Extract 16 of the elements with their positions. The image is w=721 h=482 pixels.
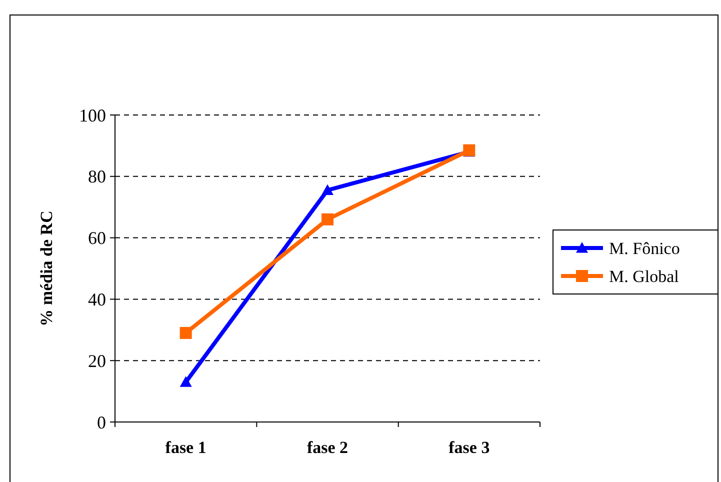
point	[322, 184, 334, 196]
y-tick-label: 80	[88, 166, 106, 187]
x-tick-label: fase 2	[306, 438, 348, 457]
y-tick-label: 0	[97, 412, 106, 432]
y-tick-label: 100	[79, 105, 106, 126]
y-tick-label: 60	[88, 228, 106, 248]
point	[180, 376, 192, 387]
point	[180, 326, 192, 339]
y-tick-label: 40	[88, 290, 106, 310]
y-tick-label: 20	[88, 350, 106, 371]
point	[322, 213, 334, 226]
x-tick-label: fase 1	[165, 438, 206, 457]
y-axis-title: % média de RC	[37, 210, 56, 326]
legend-label: M. Global	[609, 266, 680, 286]
legend-label: M. Fônico	[609, 238, 680, 258]
x-tick-label: fase 3	[448, 438, 490, 457]
